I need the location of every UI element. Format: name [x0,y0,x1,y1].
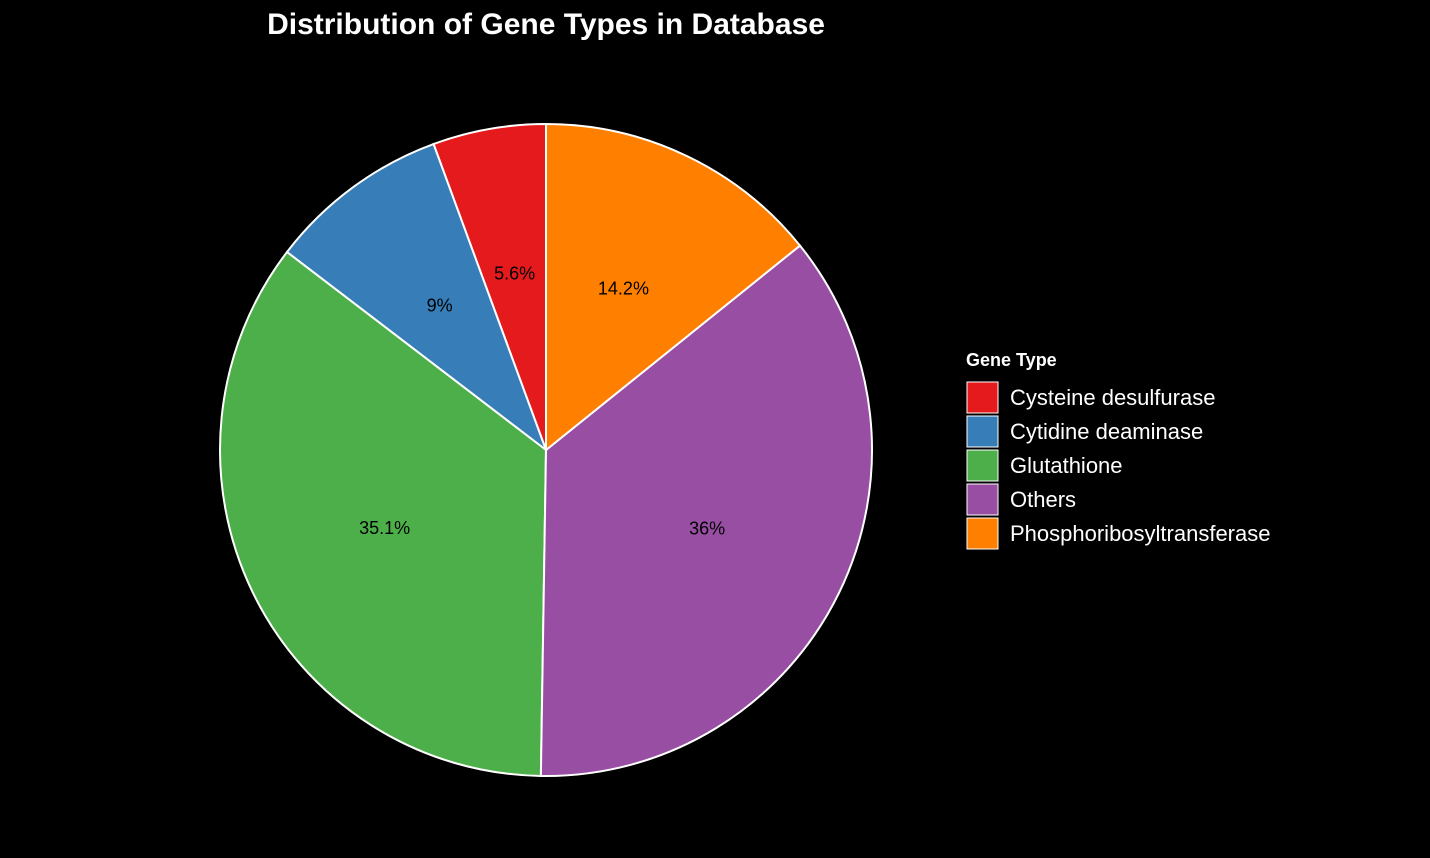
legend-label: Glutathione [1010,453,1123,478]
slice-label: 9% [427,296,453,316]
legend-title: Gene Type [966,350,1057,370]
pie-slices [219,122,873,777]
legend-swatch [966,517,999,550]
legend-items: Cysteine desulfurase Cytidine deaminase Gl… [966,381,1270,550]
pie-slice-others [539,244,873,777]
pie-slice-labels: 5.6% 9% 35.1% 36% 14.2% [359,263,725,538]
legend-label: Cysteine desulfurase [1010,385,1215,410]
pie-slice-cytidine-deaminase [285,142,549,453]
pie-slice-phosphoribosyltransferase [545,122,802,453]
legend-label: Others [1010,487,1076,512]
legend-swatch [966,449,999,482]
slice-label: 14.2% [598,278,649,298]
legend-label: Phosphoribosyltransferase [1010,521,1270,546]
legend-label: Cytidine deaminase [1010,419,1203,444]
legend-swatch [966,381,999,414]
slice-label: 5.6% [494,263,535,283]
slice-label: 35.1% [359,518,410,538]
pie-slice-glutathione [219,250,548,777]
legend-swatch [966,483,999,516]
chart-title: Distribution of Gene Types in Database [267,8,825,41]
slice-label: 36% [689,519,725,539]
legend: Gene Type Cysteine desulfurase Cytidine d… [966,350,1270,550]
legend-swatch [966,415,999,448]
